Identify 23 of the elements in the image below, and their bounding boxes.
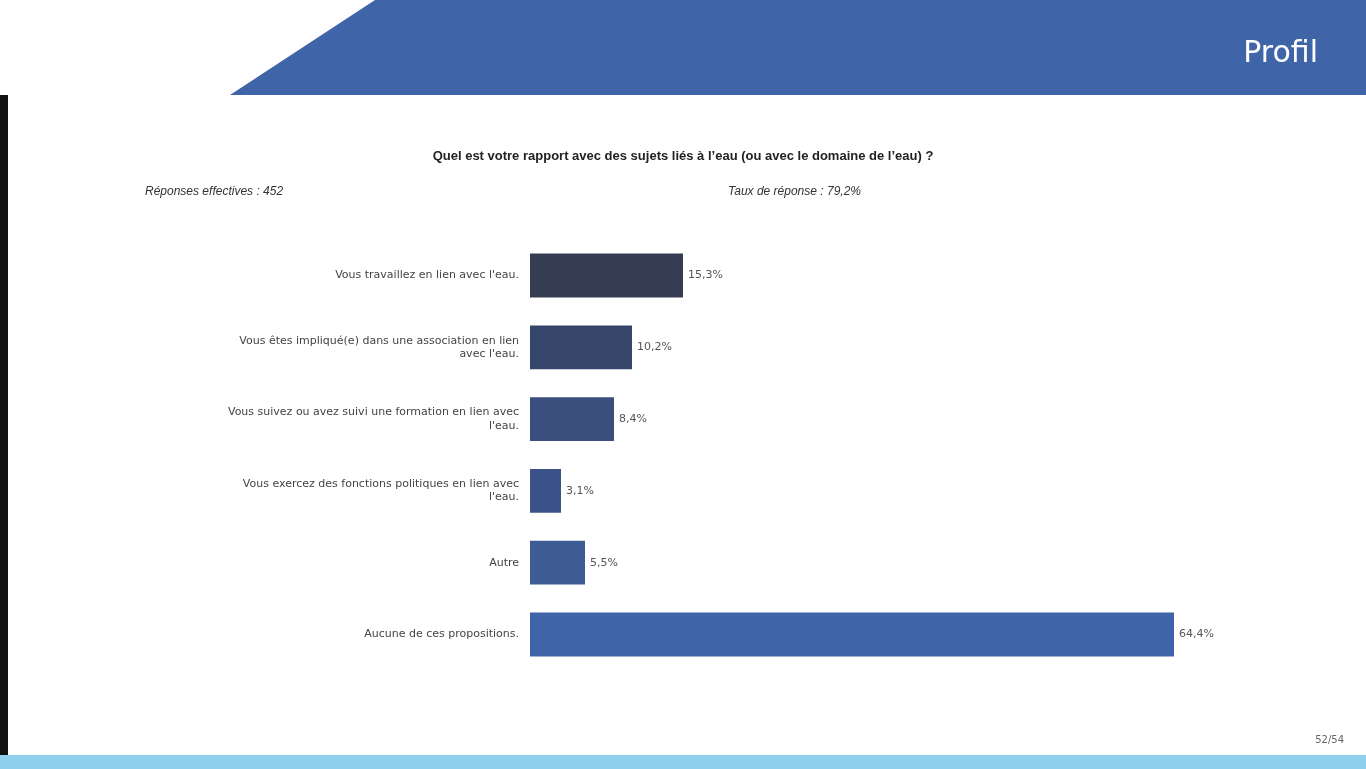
bar bbox=[530, 540, 585, 585]
y-tick-label: Vous êtes impliqué(e) dans une association en lien avec l'eau. bbox=[239, 333, 520, 360]
text: Taux de réponse : 79,2% bbox=[728, 184, 861, 198]
text: Profil bbox=[1243, 34, 1318, 69]
bar bbox=[530, 397, 614, 441]
data-label: 3,1% bbox=[566, 483, 594, 497]
y-tick-label: Autre bbox=[489, 555, 520, 569]
data-label: 64,4% bbox=[1179, 627, 1214, 641]
text: 52/54 bbox=[1315, 734, 1344, 745]
data-label: 10,2% bbox=[637, 340, 672, 354]
data-label: 5,5% bbox=[590, 555, 618, 569]
y-tick-label: Aucune de ces propositions. bbox=[364, 627, 519, 641]
y-tick-label: Vous suivez ou avez suivi une formation en lien avec l'eau. bbox=[227, 405, 519, 432]
y-tick-label: Vous exercez des fonctions politiques en lien avec l'eau. bbox=[242, 477, 519, 504]
bar bbox=[530, 253, 683, 298]
data-label: 8,4% bbox=[619, 411, 647, 425]
bar bbox=[530, 325, 632, 370]
data-label: 15,3% bbox=[688, 268, 723, 282]
y-tick-label: Vous travaillez en lien avec l'eau. bbox=[335, 268, 519, 282]
bar bbox=[530, 469, 561, 513]
chart-title: Quel est votre rapport avec des sujets liés à l’eau (ou avec le domaine de l’eau) ? bbox=[431, 148, 935, 163]
text: Réponses effectives : 452 bbox=[145, 184, 284, 198]
bar bbox=[530, 612, 1174, 657]
